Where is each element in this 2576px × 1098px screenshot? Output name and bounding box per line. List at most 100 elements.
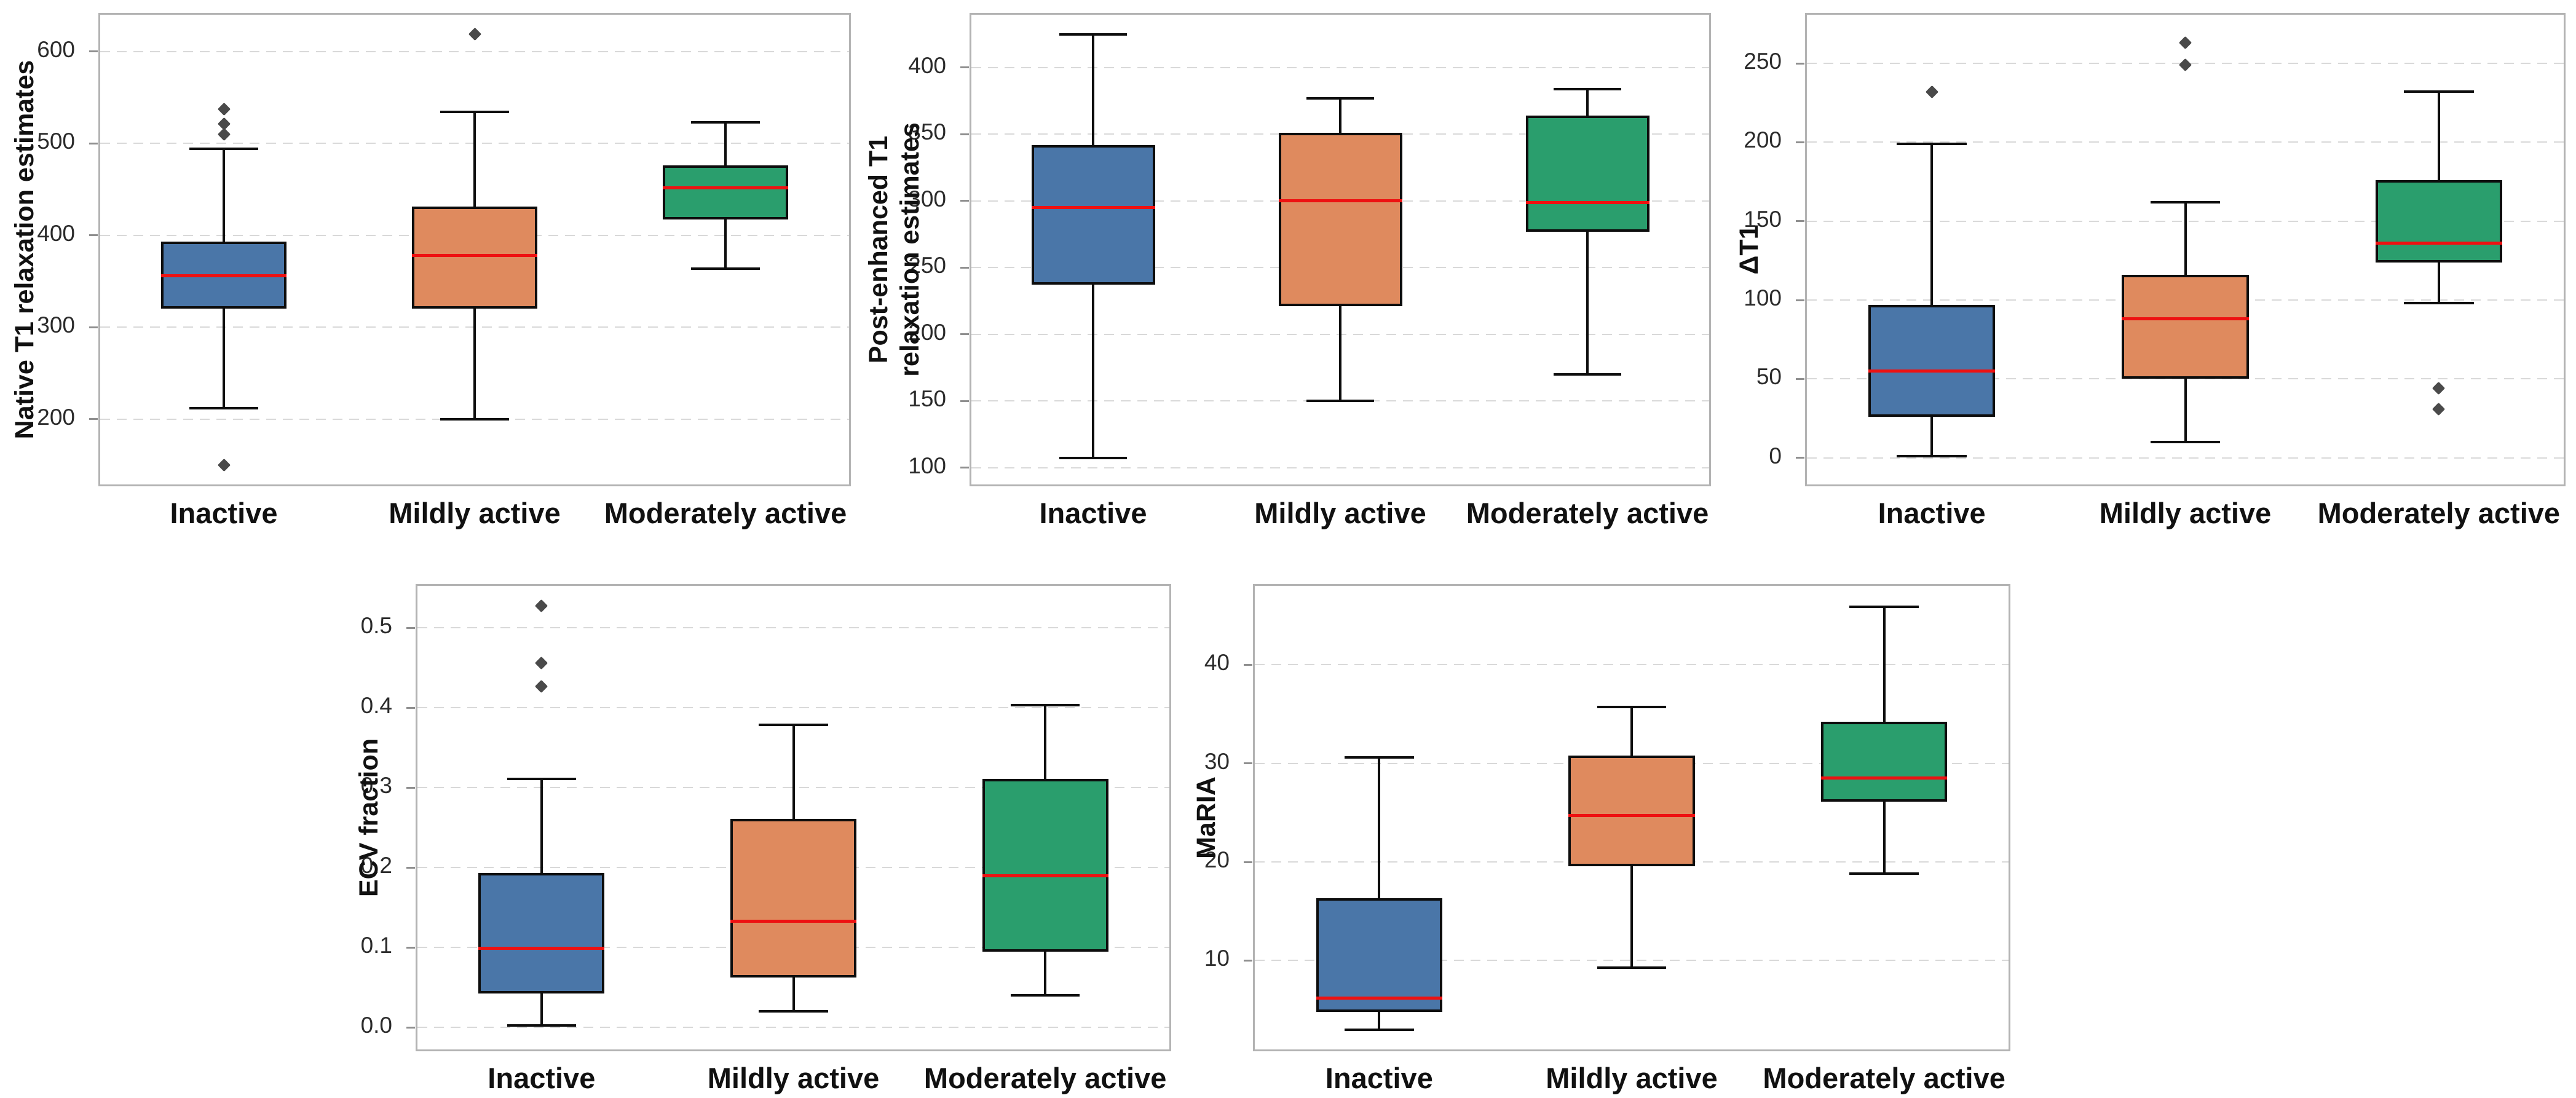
median-line <box>982 874 1108 877</box>
y-tick-mark <box>406 866 415 869</box>
whisker-cap <box>2150 441 2221 444</box>
box <box>478 873 605 994</box>
x-category-label: Inactive <box>488 1062 596 1094</box>
whisker-line <box>1044 705 1047 779</box>
plot-axes-delta-t1 <box>1805 13 2566 486</box>
whisker-line <box>1930 144 1934 305</box>
whisker-cap <box>507 777 577 780</box>
y-axis-label: Post-enhanced T1 relaxation estimates <box>860 13 929 486</box>
whisker-line <box>1339 98 1341 133</box>
y-tick-mark <box>960 66 969 69</box>
median-line <box>478 946 605 950</box>
whisker-line <box>2437 262 2440 304</box>
median-line <box>1821 776 1948 780</box>
whisker-line <box>1930 417 1934 457</box>
whisker-line <box>1339 306 1341 401</box>
x-category-label: Moderately active <box>1763 1062 2005 1094</box>
y-tick-mark <box>406 786 415 789</box>
median-line <box>2375 242 2502 245</box>
y-tick-label: 600 <box>37 36 75 62</box>
y-tick-mark <box>960 333 969 336</box>
median-line <box>1525 200 1650 204</box>
whisker-cap <box>2404 90 2474 93</box>
y-tick-label: 400 <box>908 52 946 78</box>
whisker-line <box>792 724 795 819</box>
whisker-line <box>1378 757 1381 899</box>
y-axis-label-line: relaxation estimates <box>895 122 925 377</box>
whisker-cap <box>1306 400 1375 403</box>
median-line <box>730 919 856 923</box>
whisker-cap <box>690 120 761 124</box>
median-line <box>1316 996 1442 1000</box>
whisker-cap <box>1597 966 1667 969</box>
box <box>1031 144 1155 285</box>
y-axis-label: ΔT1 <box>1731 13 1768 486</box>
x-category-label: Inactive <box>1878 497 1986 529</box>
median-line <box>412 254 537 258</box>
box <box>1821 722 1948 802</box>
whisker-line <box>1883 802 1886 874</box>
whisker-cap <box>1306 97 1375 100</box>
whisker-cap <box>1344 1028 1414 1031</box>
y-tick-label: 0 <box>1769 443 1782 468</box>
y-tick-label: 400 <box>37 220 75 246</box>
whisker-line <box>540 993 543 1026</box>
y-tick-mark <box>960 133 969 135</box>
whisker-cap <box>440 417 510 421</box>
whisker-line <box>2437 92 2440 181</box>
y-axis-label-line: Native T1 relaxation estimates <box>9 60 39 440</box>
whisker-line <box>1586 231 1589 374</box>
median-line <box>1278 199 1402 203</box>
y-tick-label: 0.3 <box>360 773 392 799</box>
box <box>982 778 1108 952</box>
y-tick-label: 20 <box>1204 847 1230 873</box>
whisker-line <box>1586 89 1589 116</box>
x-category-label: Inactive <box>1039 497 1147 529</box>
whisker-line <box>1630 707 1633 756</box>
whisker-cap <box>1010 704 1080 707</box>
box <box>1316 898 1442 1012</box>
y-tick-mark <box>960 200 969 202</box>
y-tick-label: 250 <box>1744 49 1782 74</box>
whisker-cap <box>1059 457 1128 460</box>
y-tick-mark <box>1244 663 1252 666</box>
whisker-line <box>724 122 727 166</box>
whisker-cap <box>1897 455 1967 458</box>
y-tick-mark <box>89 142 98 144</box>
y-tick-mark <box>406 706 415 709</box>
y-tick-mark <box>1796 141 1804 143</box>
median-line <box>161 274 286 278</box>
x-category-label: Inactive <box>1325 1062 1433 1094</box>
whisker-cap <box>440 111 510 114</box>
y-tick-label: 300 <box>908 186 946 211</box>
y-tick-label: 200 <box>1744 127 1782 153</box>
y-tick-label: 0.2 <box>360 853 392 879</box>
gridline <box>1255 664 2009 666</box>
box <box>1278 133 1402 307</box>
gridline <box>1807 457 2564 459</box>
whisker-cap <box>1897 143 1967 146</box>
y-axis-label-line: MaRIA <box>1191 776 1221 859</box>
x-category-label: Mildly active <box>389 497 561 529</box>
y-tick-label: 0.5 <box>360 613 392 639</box>
whisker-line <box>792 978 795 1012</box>
whisker-cap <box>1059 33 1128 36</box>
x-category-label: Mildly active <box>2099 497 2272 529</box>
y-tick-label: 200 <box>37 404 75 430</box>
whisker-line <box>1092 34 1094 145</box>
whisker-line <box>1378 1011 1381 1030</box>
y-tick-label: 0.0 <box>360 1013 392 1038</box>
whisker-line <box>223 309 225 408</box>
y-tick-mark <box>1796 62 1804 65</box>
whisker-line <box>1883 606 1886 722</box>
y-tick-label: 200 <box>908 319 946 345</box>
y-tick-label: 250 <box>908 253 946 278</box>
y-tick-label: 50 <box>1756 364 1782 390</box>
y-tick-mark <box>1796 457 1804 459</box>
y-tick-label: 0.1 <box>360 933 392 958</box>
y-axis-label-line: ΔT1 <box>1734 224 1764 275</box>
whisker-line <box>724 219 727 269</box>
box <box>730 818 856 978</box>
whisker-line <box>473 309 476 419</box>
y-tick-mark <box>89 418 98 421</box>
